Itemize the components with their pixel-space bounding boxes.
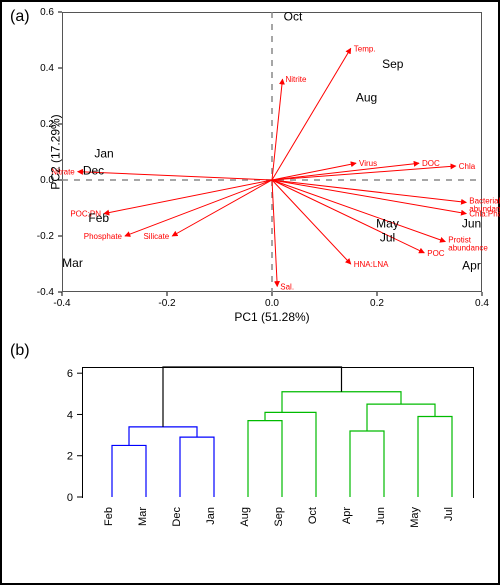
svg-text:Feb: Feb: [88, 211, 109, 225]
svg-text:Dec: Dec: [171, 507, 183, 527]
svg-text:4: 4: [67, 409, 73, 421]
svg-text:Jun: Jun: [375, 507, 387, 525]
svg-text:Virus: Virus: [359, 159, 377, 168]
svg-text:Protistabundance: Protistabundance: [448, 236, 488, 253]
svg-text:-0.2: -0.2: [37, 231, 55, 242]
svg-text:-0.2: -0.2: [158, 298, 176, 309]
svg-text:Silicate: Silicate: [143, 232, 169, 241]
svg-text:Apr: Apr: [341, 507, 353, 524]
svg-text:Chla: Chla: [459, 162, 476, 171]
svg-text:0.0: 0.0: [265, 298, 279, 309]
svg-text:May: May: [409, 507, 421, 528]
svg-text:0.4: 0.4: [40, 63, 54, 74]
svg-text:0.2: 0.2: [370, 298, 384, 309]
svg-text:Aug: Aug: [239, 507, 251, 527]
svg-text:0.6: 0.6: [40, 7, 54, 18]
svg-text:Sep: Sep: [273, 507, 285, 527]
svg-text:6: 6: [67, 368, 73, 380]
svg-text:Mar: Mar: [137, 507, 149, 526]
svg-text:Sal.: Sal.: [280, 282, 294, 291]
svg-text:Nitrite: Nitrite: [286, 75, 307, 84]
svg-text:Phosphate: Phosphate: [84, 232, 123, 241]
dendrogram-svg: 0246FebMarDecJanAugSepOctAprJunMayJul: [82, 367, 472, 562]
panel-b-label: (b): [10, 342, 30, 360]
svg-text:Jan: Jan: [94, 147, 113, 161]
svg-text:Apr: Apr: [462, 259, 481, 273]
svg-text:Dec: Dec: [83, 163, 104, 177]
pca-svg: -0.4-0.20.00.20.4-0.4-0.20.00.20.40.6Tem…: [62, 12, 482, 292]
svg-text:Sep: Sep: [382, 57, 404, 71]
svg-text:Oct: Oct: [284, 9, 303, 23]
svg-text:-0.4: -0.4: [37, 287, 55, 298]
svg-text:0.4: 0.4: [475, 298, 489, 309]
svg-text:HNA:LNA: HNA:LNA: [354, 260, 389, 269]
panel-a-label: (a): [10, 8, 30, 26]
svg-text:DOC: DOC: [422, 159, 440, 168]
svg-text:Jul: Jul: [380, 231, 395, 245]
svg-text:-0.4: -0.4: [53, 298, 71, 309]
figure-container: (a) -0.4-0.20.00.20.4-0.4-0.20.00.20.40.…: [0, 0, 500, 585]
svg-text:POC: POC: [427, 249, 445, 258]
svg-text:Feb: Feb: [103, 507, 115, 526]
svg-text:Aug: Aug: [356, 91, 377, 105]
pca-xaxis-label: PC1 (51.28%): [234, 310, 309, 324]
svg-text:2: 2: [67, 451, 73, 463]
svg-text:Temp.: Temp.: [354, 44, 376, 53]
pca-plot: -0.4-0.20.00.20.4-0.4-0.20.00.20.40.6Tem…: [62, 12, 482, 292]
svg-text:Jun: Jun: [462, 217, 481, 231]
pca-yaxis-label: PC2 (17.29%): [49, 114, 63, 189]
svg-text:Oct: Oct: [307, 507, 319, 524]
dendrogram-plot: 0246FebMarDecJanAugSepOctAprJunMayJul: [82, 367, 472, 562]
svg-text:May: May: [376, 217, 399, 231]
svg-text:Jan: Jan: [205, 507, 217, 525]
svg-text:0: 0: [67, 492, 73, 504]
svg-text:Jul: Jul: [443, 507, 455, 521]
svg-text:Mar: Mar: [62, 256, 83, 270]
